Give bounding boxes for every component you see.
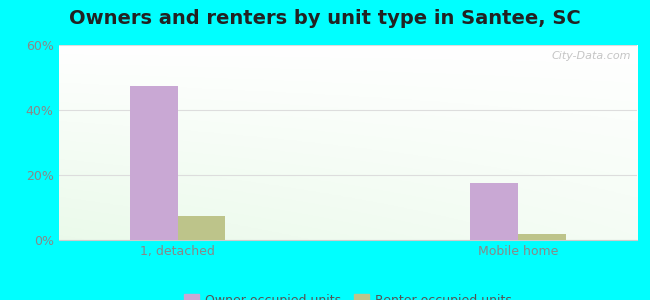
Legend: Owner occupied units, Renter occupied units: Owner occupied units, Renter occupied un… — [179, 289, 517, 300]
Bar — [518, 233, 566, 240]
Bar — [130, 85, 177, 240]
Text: City-Data.com: City-Data.com — [552, 51, 631, 61]
Bar — [177, 216, 226, 240]
Bar — [470, 183, 518, 240]
Text: Owners and renters by unit type in Santee, SC: Owners and renters by unit type in Sante… — [69, 9, 581, 28]
